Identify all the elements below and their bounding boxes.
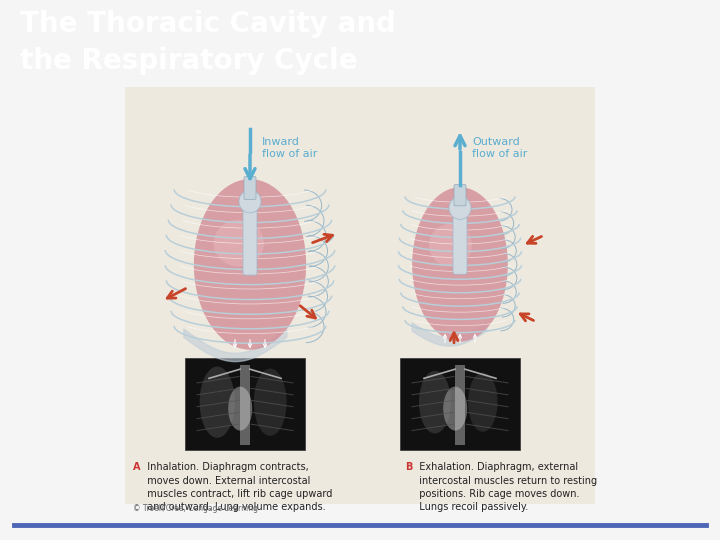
Ellipse shape: [429, 224, 472, 266]
Text: B: B: [405, 462, 413, 472]
Text: Inward
flow of air: Inward flow of air: [262, 137, 318, 159]
Text: The Thoracic Cavity and: The Thoracic Cavity and: [20, 10, 396, 38]
Text: the Respiratory Cycle: the Respiratory Cycle: [20, 48, 358, 76]
FancyBboxPatch shape: [243, 194, 257, 275]
Ellipse shape: [239, 190, 261, 213]
FancyBboxPatch shape: [454, 185, 466, 206]
Ellipse shape: [449, 197, 471, 219]
Ellipse shape: [468, 373, 498, 432]
Text: Exhalation. Diaphragm, external
  intercostal muscles return to resting
  positi: Exhalation. Diaphragm, external intercos…: [413, 462, 597, 512]
Ellipse shape: [412, 187, 508, 342]
Bar: [240, 364, 250, 445]
FancyBboxPatch shape: [453, 201, 467, 274]
Bar: [185, 358, 305, 450]
Ellipse shape: [214, 220, 264, 267]
Ellipse shape: [199, 367, 235, 438]
Text: A: A: [133, 462, 140, 472]
Bar: [125, 87, 595, 504]
Ellipse shape: [194, 179, 306, 350]
FancyBboxPatch shape: [244, 177, 256, 199]
Text: © Troëll/Cree, Cengage Learning: © Troëll/Cree, Cengage Learning: [133, 504, 258, 513]
Text: Outward
flow of air: Outward flow of air: [472, 137, 527, 159]
Ellipse shape: [254, 368, 287, 436]
Bar: [400, 358, 520, 450]
Ellipse shape: [228, 387, 252, 430]
Ellipse shape: [419, 371, 451, 434]
Bar: [455, 364, 465, 445]
Text: Inhalation. Diaphragm contracts,
  moves down. External intercostal
  muscles co: Inhalation. Diaphragm contracts, moves d…: [141, 462, 333, 512]
Ellipse shape: [444, 387, 467, 430]
